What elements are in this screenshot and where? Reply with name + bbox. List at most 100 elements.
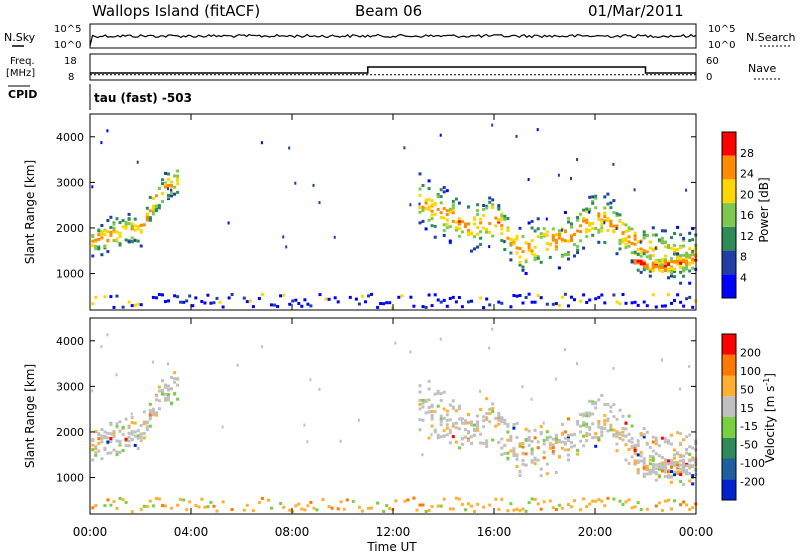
cell-79 [127, 300, 131, 304]
cell-857 [679, 270, 683, 274]
cell-872 [682, 267, 686, 271]
cell-497 [536, 458, 540, 462]
cell-709 [639, 240, 642, 244]
cell-907 [691, 227, 695, 231]
cell-763 [654, 265, 658, 269]
cell-134 [157, 187, 161, 190]
cell-611 [603, 219, 607, 223]
cell-435 [515, 134, 518, 138]
cell-289 [439, 188, 443, 192]
cell-227 [364, 300, 367, 304]
cell-728 [645, 266, 649, 269]
cell-284 [436, 194, 440, 198]
cell-326 [454, 226, 458, 230]
cell-413 [497, 507, 501, 511]
cell-798 [663, 264, 667, 268]
cell-450 [515, 435, 519, 439]
cell-18 [97, 233, 101, 237]
cell-208 [282, 505, 286, 509]
cell-111 [142, 436, 146, 440]
cell-361 [470, 435, 473, 439]
cell-703 [633, 461, 637, 465]
cell-311 [445, 423, 449, 427]
cell-423 [503, 421, 507, 425]
cell-826 [673, 250, 676, 254]
cell-723 [645, 250, 649, 254]
cell-721 [642, 252, 646, 256]
cell-829 [673, 248, 676, 252]
cell-545 [573, 254, 576, 258]
cell-306 [445, 189, 449, 193]
cell-848 [676, 260, 680, 264]
cell-651 [618, 213, 622, 217]
cell-699 [636, 259, 640, 263]
cell-462 [521, 442, 525, 445]
cell-719 [639, 451, 643, 455]
cell-404 [500, 224, 504, 227]
cell-23 [100, 224, 104, 227]
cell-342 [460, 421, 464, 425]
cell-834 [670, 507, 673, 511]
cell-548 [573, 298, 576, 302]
cell-80 [124, 417, 128, 421]
cell-582 [588, 298, 592, 302]
cell-432 [506, 424, 510, 428]
cell-293 [436, 504, 440, 508]
cell-314 [445, 426, 449, 430]
cell-521 [560, 295, 564, 299]
cell-621 [606, 202, 610, 206]
cell-82 [127, 439, 131, 443]
cell-207 [279, 502, 283, 505]
cell-657 [615, 432, 619, 436]
cell-174 [173, 392, 177, 396]
cell-724 [639, 454, 643, 458]
cell-617 [597, 422, 601, 426]
cpid-program: tau (fast) -503 [94, 91, 192, 105]
cell-386 [482, 505, 486, 509]
cell-259 [421, 405, 425, 409]
cell-319 [451, 203, 455, 207]
cell-221 [315, 508, 319, 512]
cell-69 [118, 496, 122, 500]
cell-409 [497, 440, 501, 444]
cell-242 [418, 206, 422, 210]
cell-773 [654, 452, 658, 456]
velocity-colorbar-tick-6: -100 [740, 457, 765, 470]
cell-747 [651, 269, 655, 273]
cell-610 [603, 206, 607, 210]
cell-257 [424, 206, 428, 210]
cell-765 [651, 469, 655, 472]
cell-97 [133, 434, 137, 438]
cell-611 [594, 406, 598, 410]
cell-765 [654, 305, 658, 309]
cell-263 [427, 187, 431, 191]
cell-164 [173, 174, 177, 178]
cell-912 [691, 249, 695, 253]
cell-346 [460, 418, 463, 422]
cell-663 [618, 408, 622, 412]
cell-632 [603, 403, 607, 406]
cell-382 [482, 441, 486, 445]
cell-196 [221, 425, 224, 429]
cell-491 [545, 217, 548, 221]
cell-496 [536, 440, 540, 444]
cell-346 [467, 205, 470, 209]
cell-652 [618, 302, 622, 306]
cell-526 [551, 443, 555, 447]
velocity-colorbar-label-exp: -1 [762, 378, 771, 386]
cell-234 [388, 301, 392, 305]
cell-578 [588, 228, 592, 232]
cell-901 [688, 295, 692, 299]
cell-587 [585, 431, 589, 435]
cell-885 [685, 267, 689, 270]
cell-697 [636, 268, 640, 272]
cell-341 [467, 233, 470, 237]
cell-310 [448, 225, 452, 229]
cell-792 [663, 245, 667, 249]
cell-718 [636, 438, 639, 442]
cell-115 [148, 216, 152, 220]
cell-744 [651, 233, 655, 237]
cell-239 [385, 504, 389, 508]
cell-525 [563, 239, 567, 243]
cell-456 [527, 246, 531, 250]
